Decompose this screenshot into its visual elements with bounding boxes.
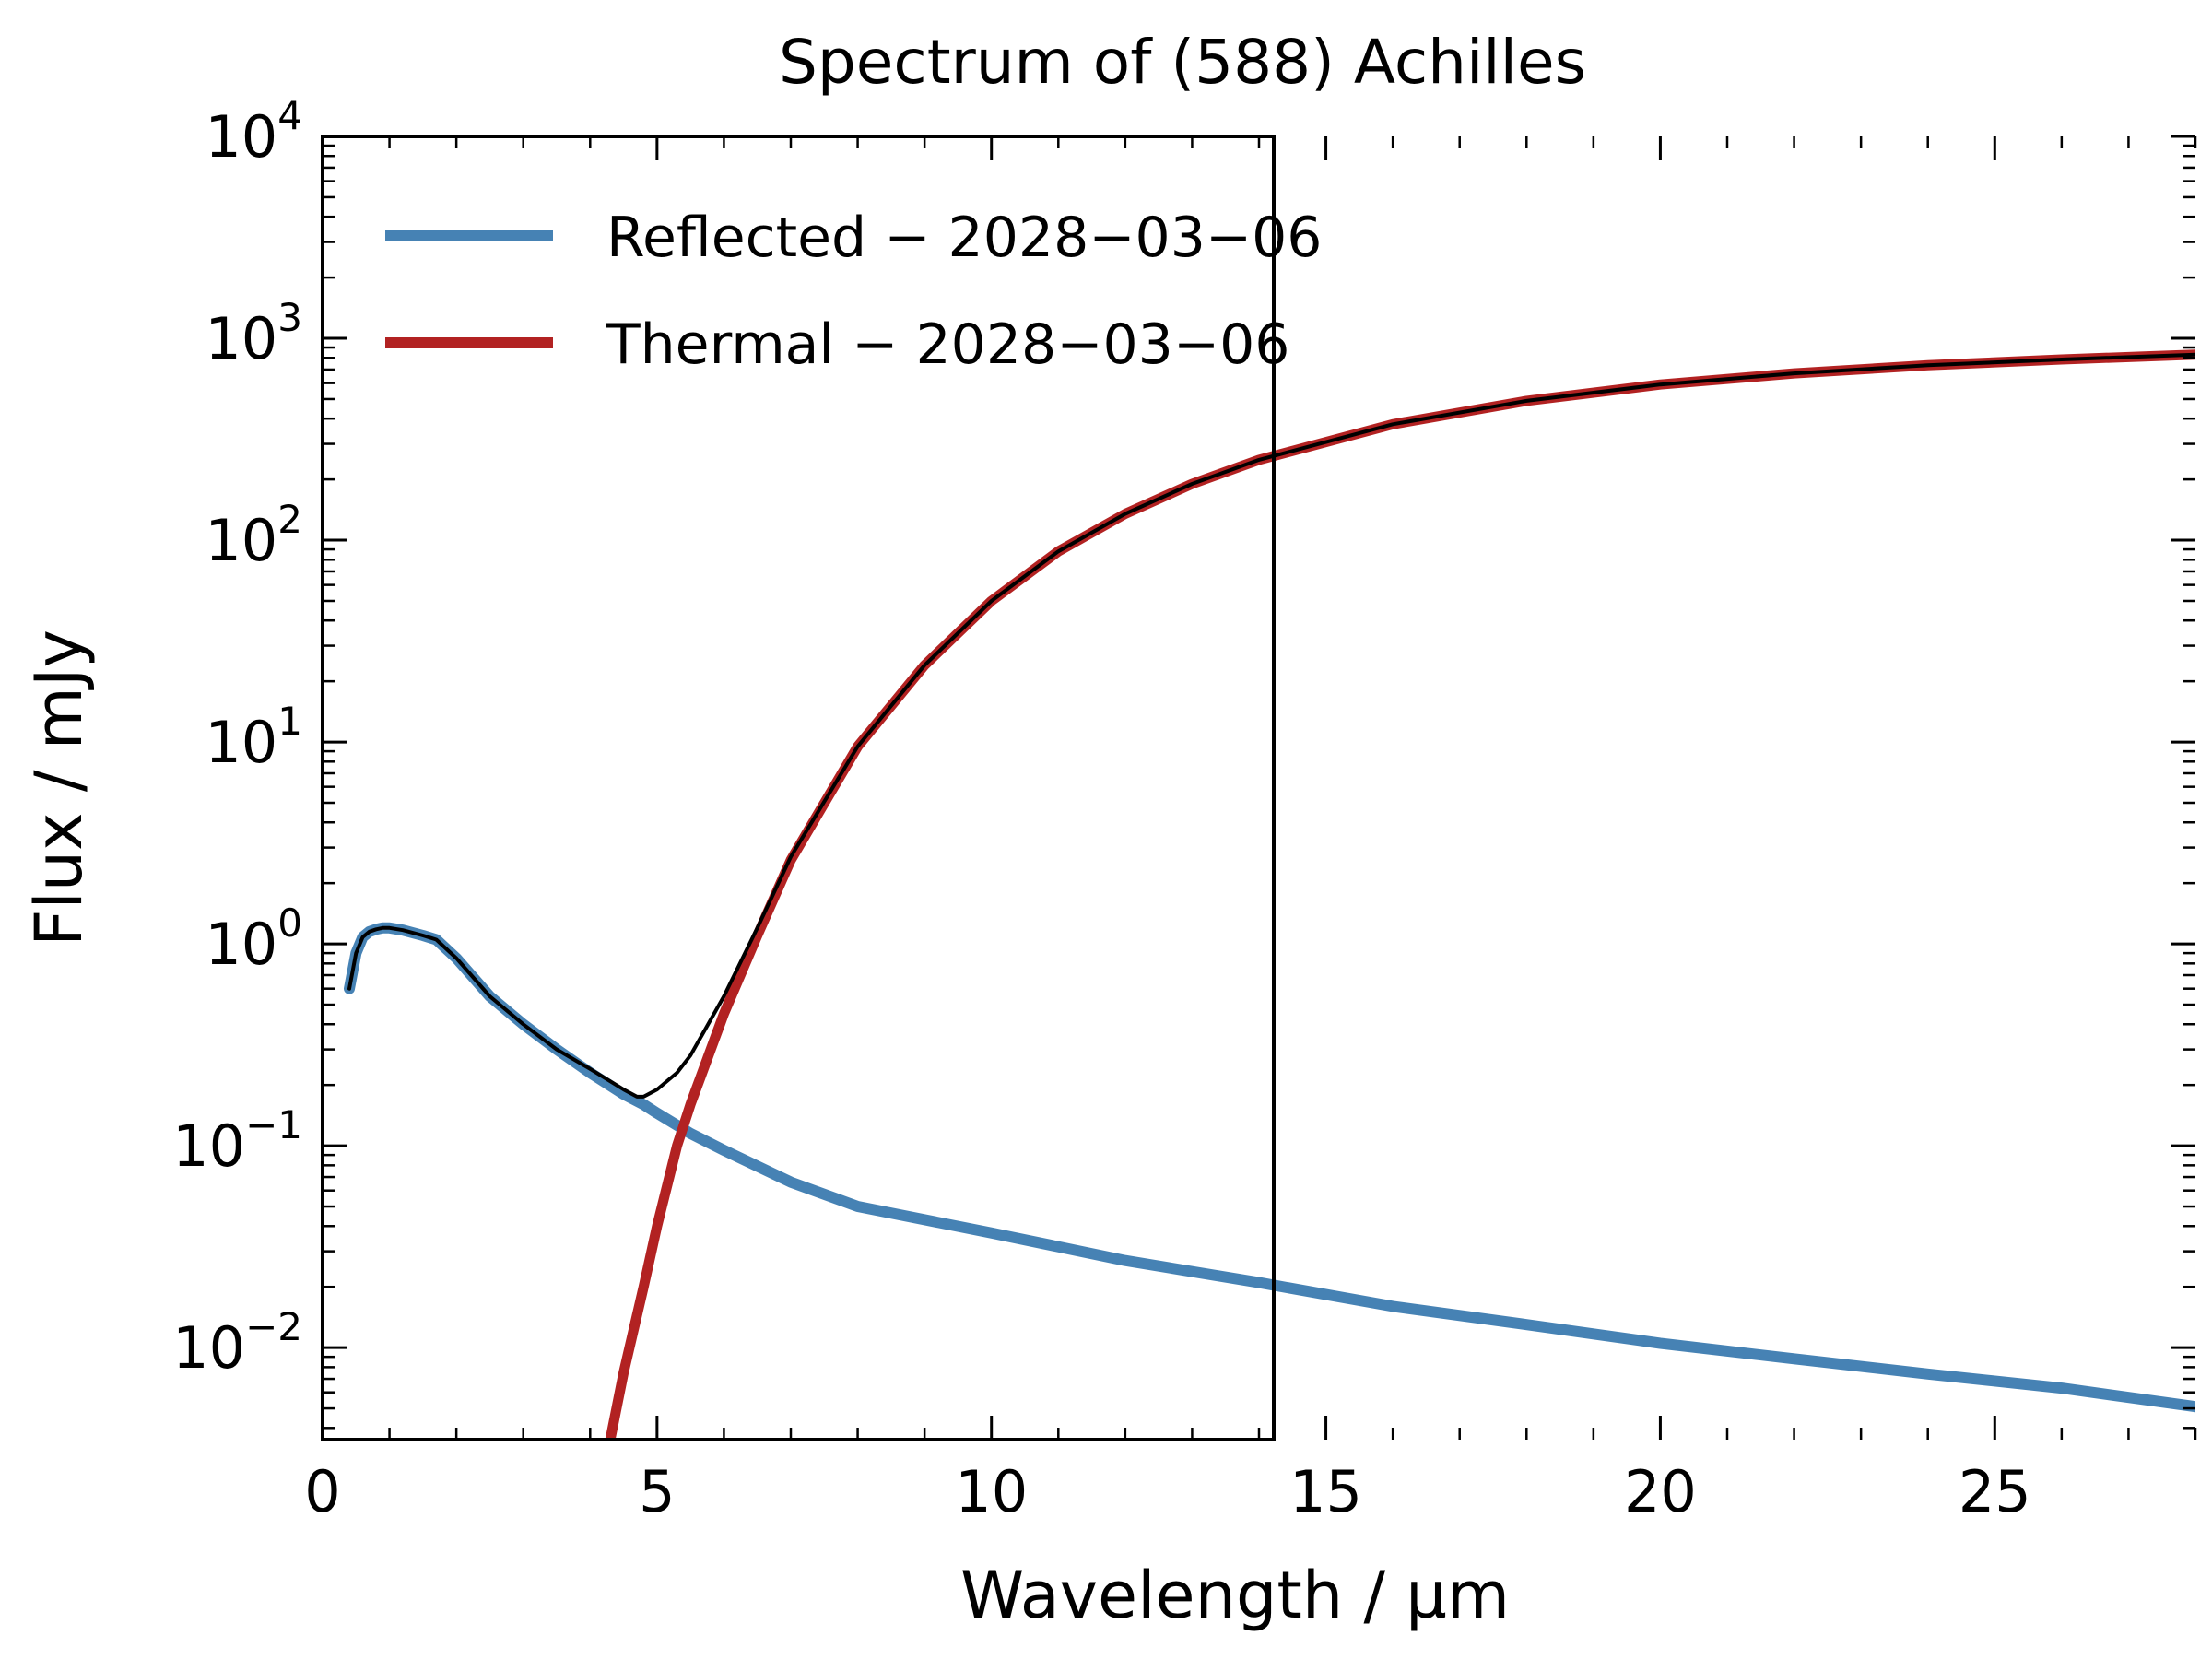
x-tick-label: 0 — [304, 1458, 340, 1525]
legend: Reflected − 2028−03−06 Thermal − 2028−03−… — [385, 206, 1322, 377]
series-group — [344, 349, 2195, 1440]
y-axis-label: Flux / mJy — [21, 629, 97, 947]
series-line-1 — [605, 349, 2195, 1440]
y-tick-label: 102 — [205, 497, 302, 574]
legend-label-1: Thermal − 2028−03−06 — [606, 312, 1289, 377]
legend-label-0: Reflected − 2028−03−06 — [606, 206, 1322, 270]
axis-ticks: 0 5 10 15 20 25 10−2 10−1 100 101 102 103 104 — [172, 93, 2197, 1525]
chart-title: Spectrum of (588) Achilles — [779, 27, 1586, 98]
y-tick-label: 104 — [205, 93, 302, 171]
series-line-2 — [347, 352, 2195, 1099]
y-tick-label: 101 — [205, 699, 302, 776]
y-tick-label: 103 — [205, 295, 302, 372]
x-tick-label: 5 — [639, 1458, 675, 1525]
y-tick-label: 100 — [205, 900, 302, 978]
x-tick-label: 25 — [1959, 1458, 2031, 1525]
x-axis-label: Wavelength / µm — [960, 1558, 1510, 1633]
y-tick-label: 10−2 — [172, 1304, 302, 1382]
x-tick-label: 20 — [1624, 1458, 1697, 1525]
x-tick-label: 15 — [1289, 1458, 1362, 1525]
x-tick-label: 10 — [955, 1458, 1028, 1525]
y-tick-label: 10−1 — [172, 1102, 302, 1180]
plot-frame — [321, 135, 1276, 1441]
